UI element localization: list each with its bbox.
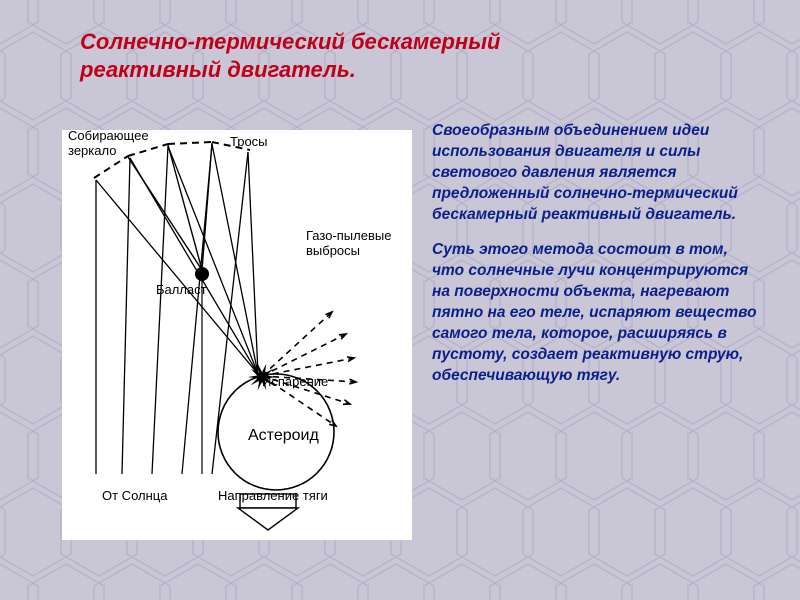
diagram-box: СобирающеезеркалоТросыБалластАстероидИсп… [62,130,412,540]
page-title: Солнечно-термический бескамерный реактив… [80,28,640,84]
svg-text:Газо-пылевые: Газо-пылевые [306,228,391,243]
svg-text:От Солнца: От Солнца [102,488,168,503]
body-text: Своеобразным объединением идеи использов… [432,120,762,386]
svg-text:выбросы: выбросы [306,243,360,258]
svg-text:Астероид: Астероид [248,427,319,444]
svg-text:Балласт: Балласт [156,282,207,297]
engine-diagram: СобирающеезеркалоТросыБалластАстероидИсп… [62,130,412,540]
svg-text:Направление тяги: Направление тяги [218,488,328,503]
body-paragraph: Своеобразным объединением идеи использов… [432,120,762,225]
svg-text:Тросы: Тросы [230,134,268,149]
svg-text:Собирающее: Собирающее [68,130,149,143]
svg-text:зеркало: зеркало [68,143,116,158]
body-paragraph: Суть этого метода состоит в том, что сол… [432,239,762,386]
